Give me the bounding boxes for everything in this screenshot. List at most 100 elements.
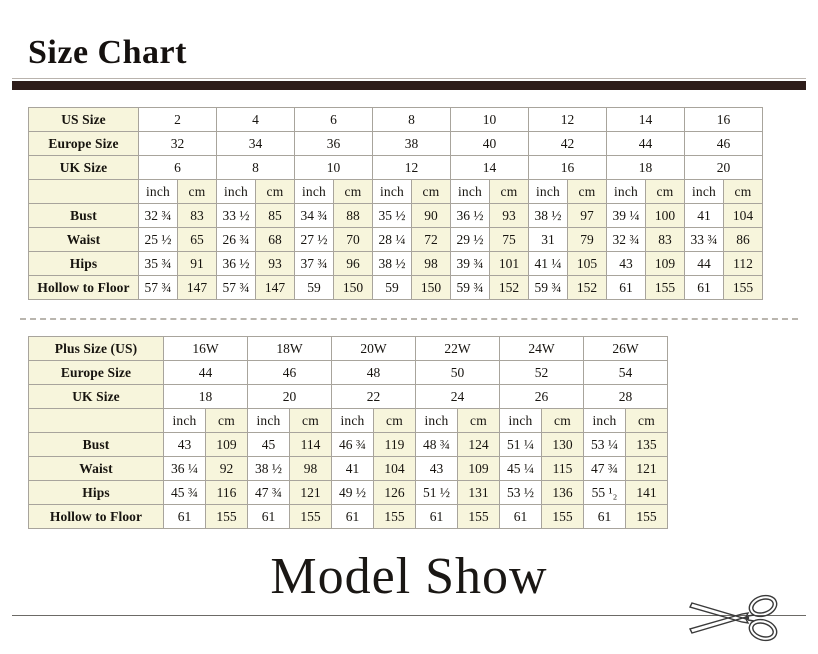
cut-line-wrap — [12, 594, 806, 642]
measure-value-cell: 155 — [645, 275, 685, 300]
unit-header-cell: cm — [625, 408, 668, 433]
size-value-cell: 20 — [684, 155, 763, 180]
unit-header-cell: inch — [684, 179, 724, 204]
measure-value-cell: 31 — [528, 227, 568, 252]
size-value-cell: 20 — [247, 384, 332, 409]
measure-row-label: Hollow to Floor — [28, 275, 139, 300]
measure-value-cell: 155 — [289, 504, 332, 529]
size-value-cell: 50 — [415, 360, 500, 385]
size-value-cell: 14 — [450, 155, 529, 180]
size-value-cell: 54 — [583, 360, 668, 385]
table-row: Europe Size 44 46 48 50 52 54 — [28, 360, 668, 385]
plus-size-table-wrap: Plus Size (US) 16W 18W 20W 22W 24W 26W Europe S… — [0, 336, 818, 529]
measure-value-cell: 155 — [205, 504, 248, 529]
size-value-cell: 16W — [163, 336, 248, 361]
measure-value-cell: 47 ¾ — [583, 456, 626, 481]
measure-value-cell: 61 — [606, 275, 646, 300]
scissors-icon — [688, 594, 778, 642]
measure-value-cell: 101 — [489, 251, 529, 276]
measure-value-cell: 109 — [205, 432, 248, 457]
measure-value-cell: 36 ¼ — [163, 456, 206, 481]
unit-header-cell: cm — [541, 408, 584, 433]
measure-value-cell: 90 — [411, 203, 451, 228]
measure-value-cell: 59 — [294, 275, 334, 300]
measure-value-cell: 45 — [247, 432, 290, 457]
unit-header-cell: inch — [294, 179, 334, 204]
unit-header-cell: cm — [567, 179, 607, 204]
unit-header-cell: cm — [457, 408, 500, 433]
measure-value-cell: 33 ¾ — [684, 227, 724, 252]
measure-value-cell: 105 — [567, 251, 607, 276]
row-header-label: UK Size — [28, 155, 139, 180]
measure-value-cell: 38 ½ — [528, 203, 568, 228]
unit-header-cell: inch — [372, 179, 412, 204]
measure-value-cell: 36 ½ — [450, 203, 490, 228]
table-row: Hollow to Floor 61 155 61 155 61 155 61 155 61 155… — [28, 504, 668, 529]
table-row: inch cm inch cm inch cm inch cm inch cm inch cm — [28, 408, 668, 433]
row-header-label: UK Size — [28, 384, 164, 409]
measure-row-label: Waist — [28, 227, 139, 252]
table-row: Waist 36 ¼ 92 38 ½ 98 41 104 43 109 45 ¼ 115 47 ¾ 12… — [28, 456, 668, 481]
measure-value-cell: 55 ¹₂ — [583, 480, 626, 505]
measure-value-cell: 57 ¾ — [216, 275, 256, 300]
measure-value-cell: 147 — [177, 275, 217, 300]
unit-header-cell: cm — [255, 179, 295, 204]
measure-value-cell: 155 — [541, 504, 584, 529]
measure-value-cell: 150 — [333, 275, 373, 300]
unit-header-cell: inch — [499, 408, 542, 433]
size-value-cell: 40 — [450, 131, 529, 156]
size-value-cell: 48 — [331, 360, 416, 385]
size-value-cell: 8 — [216, 155, 295, 180]
measure-value-cell: 121 — [289, 480, 332, 505]
measure-row-label: Waist — [28, 456, 164, 481]
unit-header-cell: cm — [333, 179, 373, 204]
measure-value-cell: 61 — [163, 504, 206, 529]
measure-value-cell: 51 ¼ — [499, 432, 542, 457]
unit-header-cell: inch — [606, 179, 646, 204]
measure-value-cell: 97 — [567, 203, 607, 228]
size-value-cell: 14 — [606, 107, 685, 132]
measure-value-cell: 61 — [684, 275, 724, 300]
measure-value-cell: 70 — [333, 227, 373, 252]
measure-value-cell: 38 ½ — [247, 456, 290, 481]
size-value-cell: 36 — [294, 131, 373, 156]
table-row: Europe Size 32 34 36 38 40 42 44 46 — [28, 131, 763, 156]
measure-value-cell: 131 — [457, 480, 500, 505]
measure-value-cell: 85 — [255, 203, 295, 228]
measure-value-cell: 35 ½ — [372, 203, 412, 228]
measure-value-cell: 104 — [373, 456, 416, 481]
measure-value-cell: 79 — [567, 227, 607, 252]
measure-value-cell: 39 ¾ — [450, 251, 490, 276]
unit-header-cell: inch — [450, 179, 490, 204]
measure-value-cell: 65 — [177, 227, 217, 252]
measure-value-cell: 32 ¾ — [606, 227, 646, 252]
size-value-cell: 34 — [216, 131, 295, 156]
measure-value-cell: 26 ¾ — [216, 227, 256, 252]
measure-value-cell: 155 — [373, 504, 416, 529]
measure-value-cell: 112 — [723, 251, 763, 276]
size-value-cell: 6 — [138, 155, 217, 180]
title-rule-bar — [12, 81, 806, 90]
measure-value-cell: 61 — [415, 504, 458, 529]
measure-value-cell: 136 — [541, 480, 584, 505]
size-value-cell: 12 — [372, 155, 451, 180]
measure-value-cell: 48 ¾ — [415, 432, 458, 457]
standard-size-table: US Size 2 4 6 8 10 12 14 16 Europe Size 32 34 36 38 40… — [28, 107, 763, 300]
measure-value-cell: 104 — [723, 203, 763, 228]
measure-value-cell: 61 — [583, 504, 626, 529]
measure-value-cell: 41 — [331, 456, 374, 481]
measure-value-cell: 141 — [625, 480, 668, 505]
row-header-label: Europe Size — [28, 360, 164, 385]
measure-row-label: Hollow to Floor — [28, 504, 164, 529]
size-value-cell: 16 — [528, 155, 607, 180]
size-value-cell: 22W — [415, 336, 500, 361]
plus-size-table: Plus Size (US) 16W 18W 20W 22W 24W 26W Europe S… — [28, 336, 668, 529]
measure-value-cell: 36 ½ — [216, 251, 256, 276]
measure-value-cell: 43 — [415, 456, 458, 481]
size-value-cell: 8 — [372, 107, 451, 132]
unit-header-cell: cm — [723, 179, 763, 204]
unit-header-cell: cm — [205, 408, 248, 433]
measure-value-cell: 124 — [457, 432, 500, 457]
size-value-cell: 44 — [606, 131, 685, 156]
size-value-cell: 52 — [499, 360, 584, 385]
